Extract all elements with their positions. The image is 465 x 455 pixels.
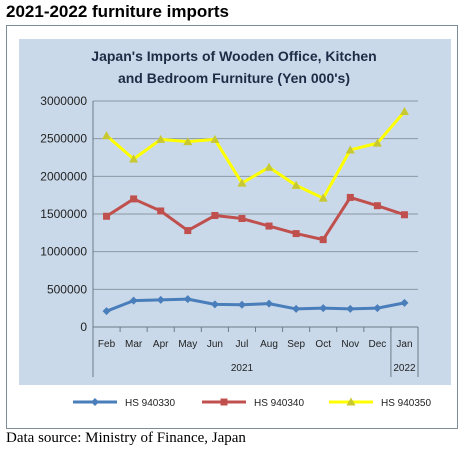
- y-tick-label: 2500000: [40, 132, 87, 146]
- page-title: 2021-2022 furniture imports: [6, 2, 229, 21]
- x-tick-label: Dec: [368, 339, 386, 350]
- data-point-hs-940340: [373, 202, 381, 210]
- y-tick-label: 1000000: [40, 245, 87, 259]
- y-tick-label: 500000: [47, 282, 87, 296]
- data-point-hs-940350: [345, 145, 355, 154]
- series-line-hs-940330: [105, 297, 405, 313]
- data-point-hs-940330: [400, 298, 409, 307]
- x-tick-label: Aug: [260, 339, 278, 350]
- data-point-hs-940350: [237, 178, 247, 187]
- chart-frame: Japan's Imports of Wooden Office, Kitche…: [6, 25, 458, 429]
- data-point-hs-940350: [318, 193, 328, 202]
- data-point-hs-940330: [156, 295, 165, 304]
- series-line-hs-940340: [105, 195, 405, 242]
- chart-title-line-2: and Bedroom Furniture (Yen 000's): [118, 70, 350, 86]
- x-tick-label: Sep: [287, 339, 305, 350]
- x-tick-label: Mar: [125, 339, 143, 350]
- line-chart: Japan's Imports of Wooden Office, Kitche…: [19, 39, 451, 409]
- data-point-hs-940340: [400, 211, 408, 219]
- y-tick-label: 0: [80, 320, 87, 334]
- x-tick-label: Jan: [396, 339, 412, 350]
- y-tick-label: 3000000: [40, 94, 87, 108]
- data-point-hs-940330: [265, 299, 274, 308]
- x-tick-label: Jun: [207, 339, 223, 350]
- legend-label: HS 940350: [381, 398, 431, 409]
- year-label: 2021: [231, 363, 254, 374]
- data-point-hs-940330: [237, 300, 246, 309]
- series-line-hs-940350: [105, 110, 406, 200]
- x-tick-label: Feb: [98, 339, 116, 350]
- legend-marker: [346, 397, 356, 406]
- data-point-hs-940340: [157, 207, 165, 215]
- data-point-hs-940340: [238, 215, 246, 223]
- x-tick-label: Nov: [341, 339, 359, 350]
- data-point-hs-940340: [184, 227, 192, 235]
- legend-marker: [91, 398, 99, 406]
- data-point-hs-940330: [210, 300, 219, 309]
- data-point-hs-940340: [211, 212, 219, 220]
- x-tick-label: Jul: [236, 339, 249, 350]
- data-point-hs-940350: [183, 137, 193, 146]
- legend: HS 940330 HS 940340 HS 940350: [73, 397, 431, 409]
- data-point-hs-940350: [210, 134, 220, 143]
- year-label: 2022: [393, 363, 416, 374]
- legend-label: HS 940330: [125, 398, 175, 409]
- data-point-hs-940330: [319, 304, 328, 313]
- data-point-hs-940330: [373, 304, 382, 313]
- data-source-note: Data source: Ministry of Finance, Japan: [6, 430, 246, 446]
- chart-title-line-1: Japan's Imports of Wooden Office, Kitche…: [91, 48, 376, 64]
- data-point-hs-940350: [264, 162, 274, 171]
- x-tick-label: Apr: [153, 339, 169, 350]
- data-point-hs-940340: [292, 230, 300, 238]
- legend-label: HS 940340: [254, 398, 304, 409]
- data-point-hs-940350: [372, 138, 382, 147]
- data-point-hs-940350: [102, 131, 112, 140]
- data-point-hs-940330: [183, 295, 192, 304]
- x-tick-label: Oct: [315, 339, 331, 350]
- data-point-hs-940340: [130, 195, 138, 203]
- data-point-hs-940330: [102, 307, 111, 316]
- data-point-hs-940340: [103, 212, 111, 220]
- x-tick-label: May: [178, 339, 197, 350]
- data-point-hs-940330: [292, 304, 301, 313]
- y-tick-label: 1500000: [40, 207, 87, 221]
- data-point-hs-940350: [156, 134, 166, 143]
- data-point-hs-940350: [399, 107, 409, 116]
- data-point-hs-940330: [346, 304, 355, 313]
- data-point-hs-940340: [346, 193, 354, 201]
- data-point-hs-940330: [129, 296, 138, 305]
- data-point-hs-940350: [129, 154, 139, 163]
- data-point-hs-940350: [291, 180, 301, 189]
- legend-marker: [220, 398, 228, 406]
- data-point-hs-940340: [319, 236, 327, 244]
- data-point-hs-940340: [265, 222, 273, 230]
- y-tick-label: 2000000: [40, 169, 87, 183]
